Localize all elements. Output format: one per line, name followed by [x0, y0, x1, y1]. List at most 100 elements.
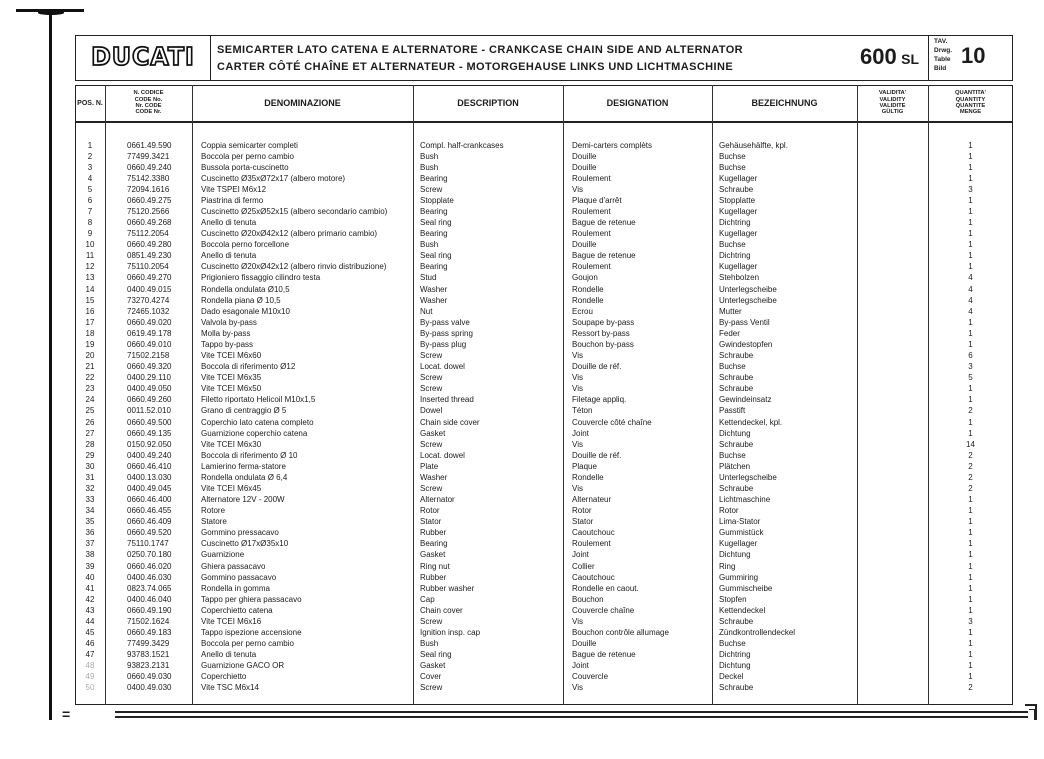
code-label: CODE No. — [134, 96, 163, 103]
denominazione-cell: Gommino passacavo — [201, 572, 277, 582]
description-cell: Rotor — [420, 506, 440, 516]
pos-cell: 28 — [85, 439, 95, 449]
pos-cell: 7 — [87, 206, 93, 216]
bezeichnung-cell: By-pass Ventil — [719, 317, 770, 327]
quantity-cell: 4 — [968, 295, 973, 305]
bezeichnung-cell: Dichtring — [719, 218, 751, 228]
table-row: 32 0400.49.045 Vite TCEI M6x45 Screw Vis Schr… — [75, 483, 1013, 494]
description-cell: Bush — [420, 639, 439, 649]
pos-cell: 13 — [85, 273, 95, 283]
quantity-cell: 1 — [968, 650, 973, 660]
pos-cell: 29 — [85, 450, 95, 460]
tav-label: TAV. — [934, 38, 948, 45]
table-row: 38 0250.70.180 Guarnizione Gasket Joint Dicht… — [75, 549, 1013, 560]
code-cell: 0660.49.183 — [127, 628, 172, 638]
code-cell: 0400.49.015 — [127, 284, 172, 294]
denominazione-cell: Coperchietto catena — [201, 605, 273, 615]
corner-bracket-icon — [1029, 709, 1035, 720]
code-cell: 75142.3380 — [127, 173, 170, 183]
designation-cell: Roulement — [572, 262, 611, 272]
pos-cell: 8 — [87, 218, 93, 228]
description-cell: Bearing — [420, 173, 448, 183]
corner-bracket-icon — [1025, 704, 1037, 720]
column-divider — [857, 85, 859, 705]
code-cell: 0660.49.270 — [127, 273, 172, 283]
designation-cell: Caoutchouc — [572, 572, 615, 582]
bezeichnung-cell: Schraube — [719, 439, 754, 449]
description-cell: Bush — [420, 162, 439, 172]
quantity-cell: 1 — [968, 417, 973, 427]
pos-cell: 6 — [87, 195, 93, 205]
pos-cell: 35 — [85, 517, 95, 527]
pos-cell: 18 — [85, 328, 95, 338]
pos-cell: 19 — [85, 339, 95, 349]
description-cell: Dowel — [420, 406, 443, 416]
designation-cell: Collier — [572, 561, 595, 571]
table-row: 22 0400.29.110 Vite TCEI M6x35 Screw Vis Schr… — [75, 372, 1013, 383]
table-row: 47 93783.1521 Anello di tenuta Seal ring Bag… — [75, 649, 1013, 660]
quantity-cell: 1 — [968, 428, 973, 438]
bezeichnung-cell: Kugellager — [719, 262, 758, 272]
designation-cell: Bouchon by-pass — [572, 339, 634, 349]
quantity-cell: 1 — [968, 605, 973, 615]
description-cell: By-pass spring — [420, 328, 473, 338]
table-row: 27 0660.49.135 Guarnizione coperchio caten… — [75, 428, 1013, 439]
pos-cell: 5 — [87, 184, 93, 194]
description-cell: Seal ring — [420, 650, 452, 660]
description-cell: Chain cover — [420, 605, 463, 615]
denominazione-cell: Tappo ispezione accensione — [201, 628, 302, 638]
designation-cell: Soupape by-pass — [572, 317, 635, 327]
code-cell: 0400.46.030 — [127, 572, 172, 582]
pos-cell: 30 — [85, 461, 95, 471]
description-cell: Stator — [420, 517, 442, 527]
quantity-cell: 1 — [968, 572, 973, 582]
description-cell: Seal ring — [420, 218, 452, 228]
designation-cell: Ecrou — [572, 306, 593, 316]
pos-cell: 33 — [85, 495, 95, 505]
quantity-cell: 1 — [968, 339, 973, 349]
model-suffix: SL — [901, 51, 920, 67]
table-row: 50 0400.49.030 Vite TSC M6x14 Screw Vis Schra… — [75, 682, 1013, 693]
pos-cell: 40 — [85, 572, 95, 582]
pos-cell: 1 — [87, 140, 93, 150]
quantity-cell: 2 — [968, 406, 973, 416]
description-cell: Chain side cover — [420, 417, 480, 427]
table-row: 34 0660.46.455 Rotore Rotor Rotor Rotor 1 — [75, 505, 1013, 516]
col-header-validity: VALIDITA' VALIDITY VALIDITE GÜLTIG — [857, 85, 928, 121]
pos-cell: 34 — [85, 506, 95, 516]
denominazione-cell: Anello di tenuta — [201, 650, 257, 660]
pos-cell: 48 — [85, 661, 95, 671]
quantity-cell: 1 — [968, 262, 973, 272]
denominazione-cell: Molla by-pass — [201, 328, 251, 338]
bezeichnung-cell: Gummistück — [719, 528, 764, 538]
bezeichnung-cell: Buchse — [719, 362, 746, 372]
designation-cell: Bague de retenue — [572, 650, 636, 660]
pos-cell: 16 — [85, 306, 95, 316]
bezeichnung-cell: Kugellager — [719, 539, 758, 549]
designation-cell: Filetage appliq. — [572, 395, 627, 405]
validity-label: VALIDITA' — [878, 90, 907, 97]
description-cell: Locat. dowel — [420, 450, 465, 460]
pos-cell: 38 — [85, 550, 95, 560]
description-cell: Screw — [420, 616, 443, 626]
description-cell: Ring nut — [420, 561, 450, 571]
table-row: 40 0400.46.030 Gommino passacavo Rubber Caou… — [75, 572, 1013, 583]
header-divider — [75, 121, 1013, 123]
pos-cell: 37 — [85, 539, 95, 549]
bezeichnung-cell: Kettendeckel — [719, 605, 766, 615]
designation-cell: Caoutchouc — [572, 528, 615, 538]
description-cell: Bearing — [420, 206, 448, 216]
bezeichnung-cell: Gwindestopfen — [719, 339, 773, 349]
designation-cell: Bague de retenue — [572, 251, 636, 261]
bezeichnung-cell: Dichtring — [719, 251, 751, 261]
denominazione-cell: Prigioniero fissaggio cilindro testa — [201, 273, 321, 283]
description-cell: Locat. dowel — [420, 362, 465, 372]
denominazione-cell: Rondella piana Ø 10,5 — [201, 295, 281, 305]
table-row: 44 71502.1624 Vite TCEI M6x16 Screw Vis Schra… — [75, 616, 1013, 627]
denominazione-cell: Rondella ondulata Ø10,5 — [201, 284, 290, 294]
quantity-cell: 1 — [968, 240, 973, 250]
denominazione-cell: Valvola by-pass — [201, 317, 257, 327]
quantity-cell: 1 — [968, 672, 973, 682]
bezeichnung-cell: Kettendeckel, kpl. — [719, 417, 783, 427]
bezeichnung-cell: Gewindeinsatz — [719, 395, 772, 405]
